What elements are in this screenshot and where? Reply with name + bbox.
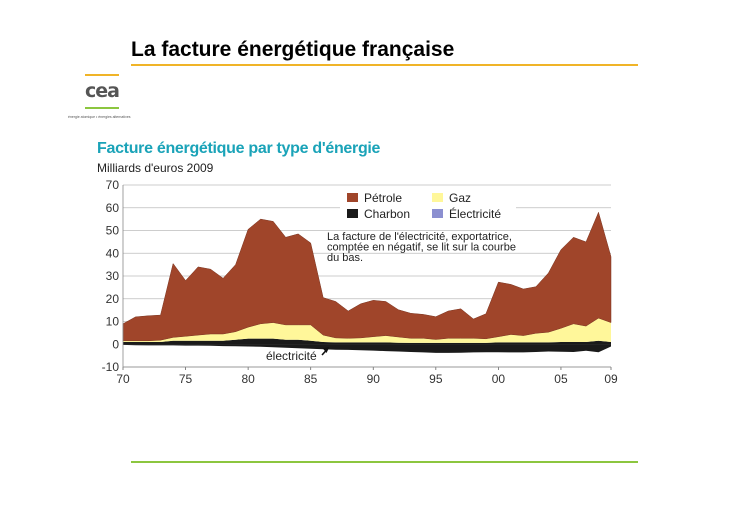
legend-swatch-electricite xyxy=(432,209,443,218)
chart-title: Facture énergétique par type d'énergie xyxy=(97,140,381,157)
annotation-note-line: du bas. xyxy=(327,252,363,264)
legend-label-electricite: Électricité xyxy=(449,206,501,221)
logo-tagline: énergie atomique • énergies alternatives xyxy=(68,115,131,119)
annotation-electricite-label: électricité xyxy=(266,349,317,363)
x-tick-label: 85 xyxy=(304,372,318,386)
x-tick-label: 75 xyxy=(179,372,193,386)
y-tick-label: 40 xyxy=(106,246,120,260)
legend-label-petrole: Pétrole xyxy=(364,191,402,205)
y-tick-label: 10 xyxy=(106,315,120,329)
cea-logo: cea énergie atomique • énergies alternat… xyxy=(68,74,132,124)
logo-top-line xyxy=(85,74,119,76)
y-tick-label: -10 xyxy=(102,360,120,374)
annotation-note-line: comptée en négatif, se lit sur la courbe xyxy=(327,242,516,254)
y-tick-label: 30 xyxy=(106,269,120,283)
x-tick-label: 00 xyxy=(492,372,506,386)
annotation-electricite: électricité xyxy=(266,346,330,363)
y-tick-label: 50 xyxy=(106,224,120,238)
annotation-note-line: La facture de l'électricité, exportatric… xyxy=(327,231,512,243)
slide-title: La facture énergétique française xyxy=(131,38,455,61)
area-gaz xyxy=(123,318,611,343)
x-tick-label: 90 xyxy=(367,372,381,386)
area-charbon xyxy=(123,338,611,345)
chart-legend: Pétrole Gaz Charbon Électricité xyxy=(340,188,516,224)
legend-label-gaz: Gaz xyxy=(449,191,471,205)
x-tick-label: 05 xyxy=(554,372,568,386)
bottom-rule xyxy=(131,461,638,463)
title-rule xyxy=(131,64,638,66)
chart-areas xyxy=(122,211,612,353)
x-tick-label: 09 xyxy=(604,372,618,386)
x-tick-label: 70 xyxy=(116,372,130,386)
legend-swatch-charbon xyxy=(347,209,358,218)
chart-subtitle: Milliards d'euros 2009 xyxy=(97,161,214,175)
y-tick-label: 0 xyxy=(112,337,119,351)
chart-annotations: La facture de l'électricité, exportatric… xyxy=(266,231,516,363)
y-tick-label: 20 xyxy=(106,292,120,306)
logo-text: cea xyxy=(85,80,120,102)
annotation-arrow-head xyxy=(322,346,330,353)
legend-label-charbon: Charbon xyxy=(364,207,410,221)
legend-swatch-gaz xyxy=(432,193,443,202)
x-tick-label: 95 xyxy=(429,372,443,386)
x-tick-label: 80 xyxy=(241,372,255,386)
legend-box xyxy=(340,188,516,224)
annotation-note: La facture de l'électricité, exportatric… xyxy=(327,231,516,264)
y-tick-label: 70 xyxy=(106,178,120,192)
logo-bottom-line xyxy=(85,107,119,109)
area-petrole xyxy=(122,211,612,342)
area-electricite xyxy=(123,344,611,353)
y-tick-label: 60 xyxy=(106,201,120,215)
legend-swatch-petrole xyxy=(347,193,358,202)
